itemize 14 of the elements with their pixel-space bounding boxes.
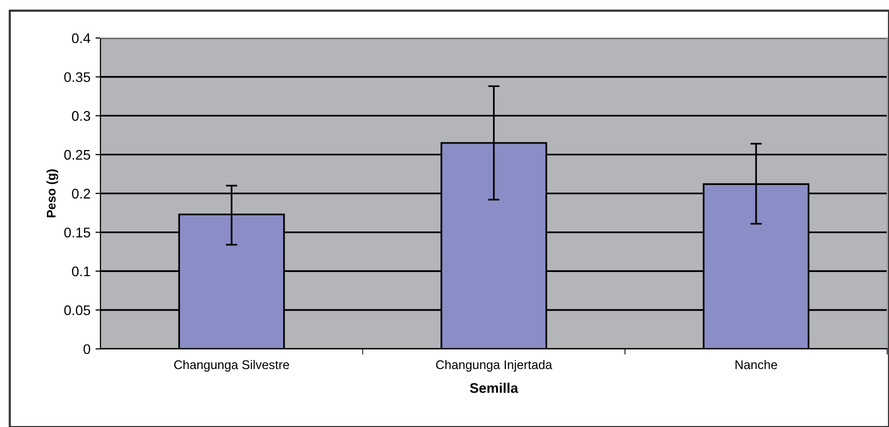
- x-tick-label: Nanche: [736, 360, 778, 370]
- y-tick-label: 0.25: [64, 150, 90, 160]
- y-axis-title: Peso (g): [46, 169, 58, 218]
- x-tick-label: Changunga Silvestre: [174, 360, 290, 372]
- x-tick-label: Changunga Injertada: [436, 360, 552, 372]
- x-axis-title: Semilla: [470, 382, 518, 393]
- y-tick-label: 0.3: [72, 111, 90, 121]
- y-tick-label: 0.1: [72, 266, 90, 276]
- y-tick-label: 0.15: [64, 228, 90, 238]
- y-tick-label: 0: [84, 344, 90, 354]
- y-tick-label: 0.4: [72, 33, 90, 44]
- y-tick-label: 0.35: [64, 72, 90, 82]
- y-tick-label: 0.05: [64, 305, 90, 316]
- y-tick-label: 0.2: [72, 188, 90, 199]
